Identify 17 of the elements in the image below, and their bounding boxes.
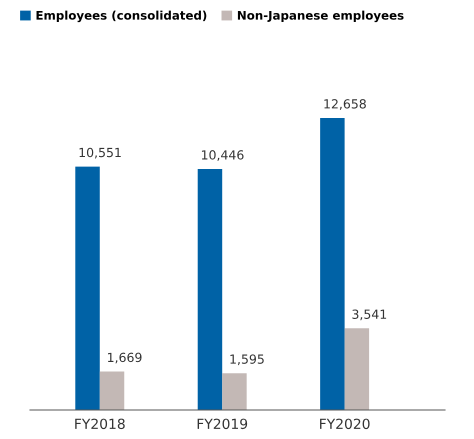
bar bbox=[75, 166, 100, 410]
legend-label: Employees (consolidated) bbox=[36, 10, 206, 22]
legend-label: Non-Japanese employees bbox=[238, 10, 404, 22]
bar bbox=[344, 328, 370, 410]
data-label: 3,541 bbox=[352, 309, 386, 320]
data-label: 10,551 bbox=[80, 148, 121, 158]
data-label: 12,658 bbox=[324, 99, 366, 110]
data-label: 10,446 bbox=[202, 150, 244, 161]
data-label: 1,669 bbox=[108, 352, 142, 364]
bar bbox=[100, 371, 124, 410]
x-tick-label: FY2019 bbox=[198, 418, 248, 430]
x-tick-label: FY2020 bbox=[320, 418, 370, 430]
bar bbox=[222, 373, 247, 410]
data-label: 1,595 bbox=[230, 354, 264, 366]
bar bbox=[198, 169, 222, 410]
bar bbox=[320, 118, 345, 410]
x-tick-label: FY2018 bbox=[75, 418, 125, 430]
